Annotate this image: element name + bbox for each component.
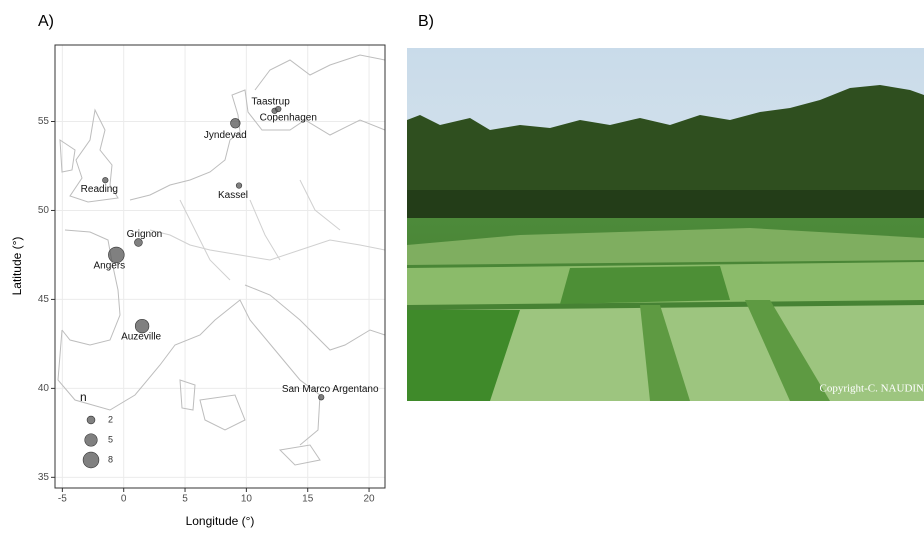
site-label: Taastrup [251, 96, 290, 107]
site-point [236, 183, 242, 189]
photo-copyright: Copyright-C. NAUDIN [820, 383, 924, 395]
site-point [318, 394, 324, 400]
legend-key [87, 416, 95, 424]
site-label: Kassel [218, 190, 248, 201]
site-label: San Marco Argentano [282, 384, 379, 395]
legend-label: 5 [108, 434, 113, 444]
x-tick-label: 10 [241, 494, 253, 505]
x-tick-label: 5 [182, 494, 188, 505]
x-tick-label: 15 [302, 494, 314, 505]
legend-title: n [80, 390, 87, 404]
legend-label: 8 [108, 454, 113, 464]
y-tick-label: 50 [38, 205, 50, 216]
site-label: Angers [93, 261, 125, 272]
site-label: Auzeville [121, 332, 161, 343]
y-tick-label: 35 [38, 472, 50, 483]
site-label: Copenhagen [260, 113, 317, 124]
x-tick-label: -5 [58, 494, 67, 505]
y-tick-label: 55 [38, 116, 50, 127]
y-axis-title: Latitude (°) [10, 237, 24, 296]
legend-key [85, 434, 98, 447]
site-point [102, 177, 108, 183]
site-label: Reading [81, 184, 118, 195]
y-tick-label: 40 [38, 383, 50, 394]
map-plot: Longitude (°) Latitude (°) [10, 45, 385, 528]
legend-label: 2 [108, 414, 113, 424]
panel-label: B) [418, 13, 434, 30]
site-point [230, 118, 240, 128]
x-tick-label: 20 [363, 494, 375, 505]
legend-key [83, 452, 99, 468]
field-photo: Copyright-C. NAUDIN [407, 48, 924, 401]
site-label: Jyndevad [204, 130, 247, 141]
panel-label: A) [38, 13, 54, 30]
site-label: Grignon [127, 229, 163, 240]
x-tick-label: 0 [121, 494, 127, 505]
x-axis-title: Longitude (°) [186, 514, 255, 528]
site-point [275, 106, 281, 112]
y-tick-label: 45 [38, 294, 50, 305]
